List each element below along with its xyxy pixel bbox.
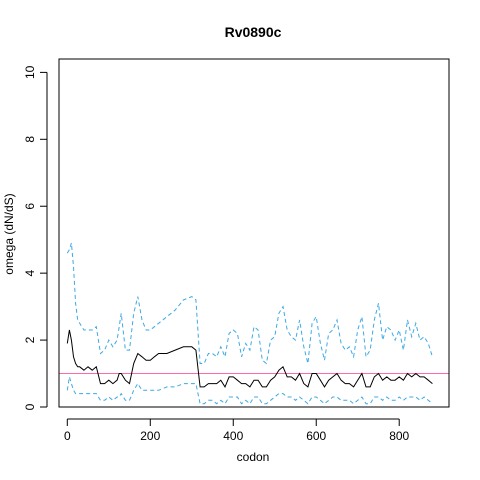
y-tick-label: 0: [23, 403, 37, 410]
y-tick-label: 4: [23, 269, 37, 276]
x-tick-label: 200: [140, 429, 160, 443]
plot-frame: [58, 58, 450, 408]
y-tick-label: 6: [23, 203, 37, 210]
y-tick-label: 10: [23, 65, 37, 79]
estimate-series-line: [66, 329, 433, 388]
x-tick-label: 0: [64, 429, 71, 443]
x-axis-label: codon: [237, 450, 270, 464]
y-tick-label: 2: [23, 336, 37, 343]
y-tick-label: 8: [23, 136, 37, 143]
y-axis-label: omega (dN/dS): [2, 193, 16, 274]
x-tick-label: 800: [389, 429, 409, 443]
lower-series-line: [66, 376, 433, 405]
x-tick-label: 600: [306, 429, 326, 443]
x-tick-label: 400: [223, 429, 243, 443]
chart-title: Rv0890c: [225, 24, 282, 40]
plot-area: 0 200 400 600 800 0 2 4 6 8 10: [23, 65, 449, 443]
upper-series-line: [66, 242, 433, 365]
